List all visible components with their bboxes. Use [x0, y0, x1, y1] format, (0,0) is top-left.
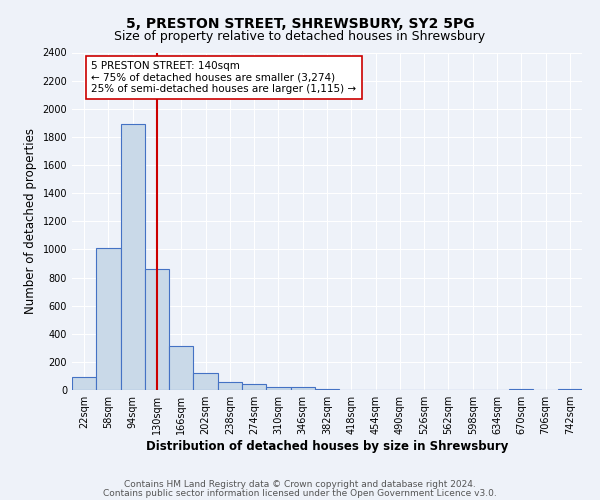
X-axis label: Distribution of detached houses by size in Shrewsbury: Distribution of detached houses by size … — [146, 440, 508, 453]
Bar — [96, 248, 121, 390]
Y-axis label: Number of detached properties: Number of detached properties — [24, 128, 37, 314]
Bar — [193, 373, 218, 390]
Bar — [218, 382, 242, 390]
Bar — [121, 124, 145, 390]
Text: Size of property relative to detached houses in Shrewsbury: Size of property relative to detached ho… — [115, 30, 485, 43]
Text: Contains public sector information licensed under the Open Government Licence v3: Contains public sector information licen… — [103, 489, 497, 498]
Bar — [169, 346, 193, 390]
Bar — [266, 387, 290, 390]
Bar — [242, 384, 266, 390]
Text: 5 PRESTON STREET: 140sqm
← 75% of detached houses are smaller (3,274)
25% of sem: 5 PRESTON STREET: 140sqm ← 75% of detach… — [91, 61, 356, 94]
Text: Contains HM Land Registry data © Crown copyright and database right 2024.: Contains HM Land Registry data © Crown c… — [124, 480, 476, 489]
Bar — [145, 269, 169, 390]
Bar — [290, 387, 315, 390]
Bar — [72, 378, 96, 390]
Text: 5, PRESTON STREET, SHREWSBURY, SY2 5PG: 5, PRESTON STREET, SHREWSBURY, SY2 5PG — [125, 18, 475, 32]
